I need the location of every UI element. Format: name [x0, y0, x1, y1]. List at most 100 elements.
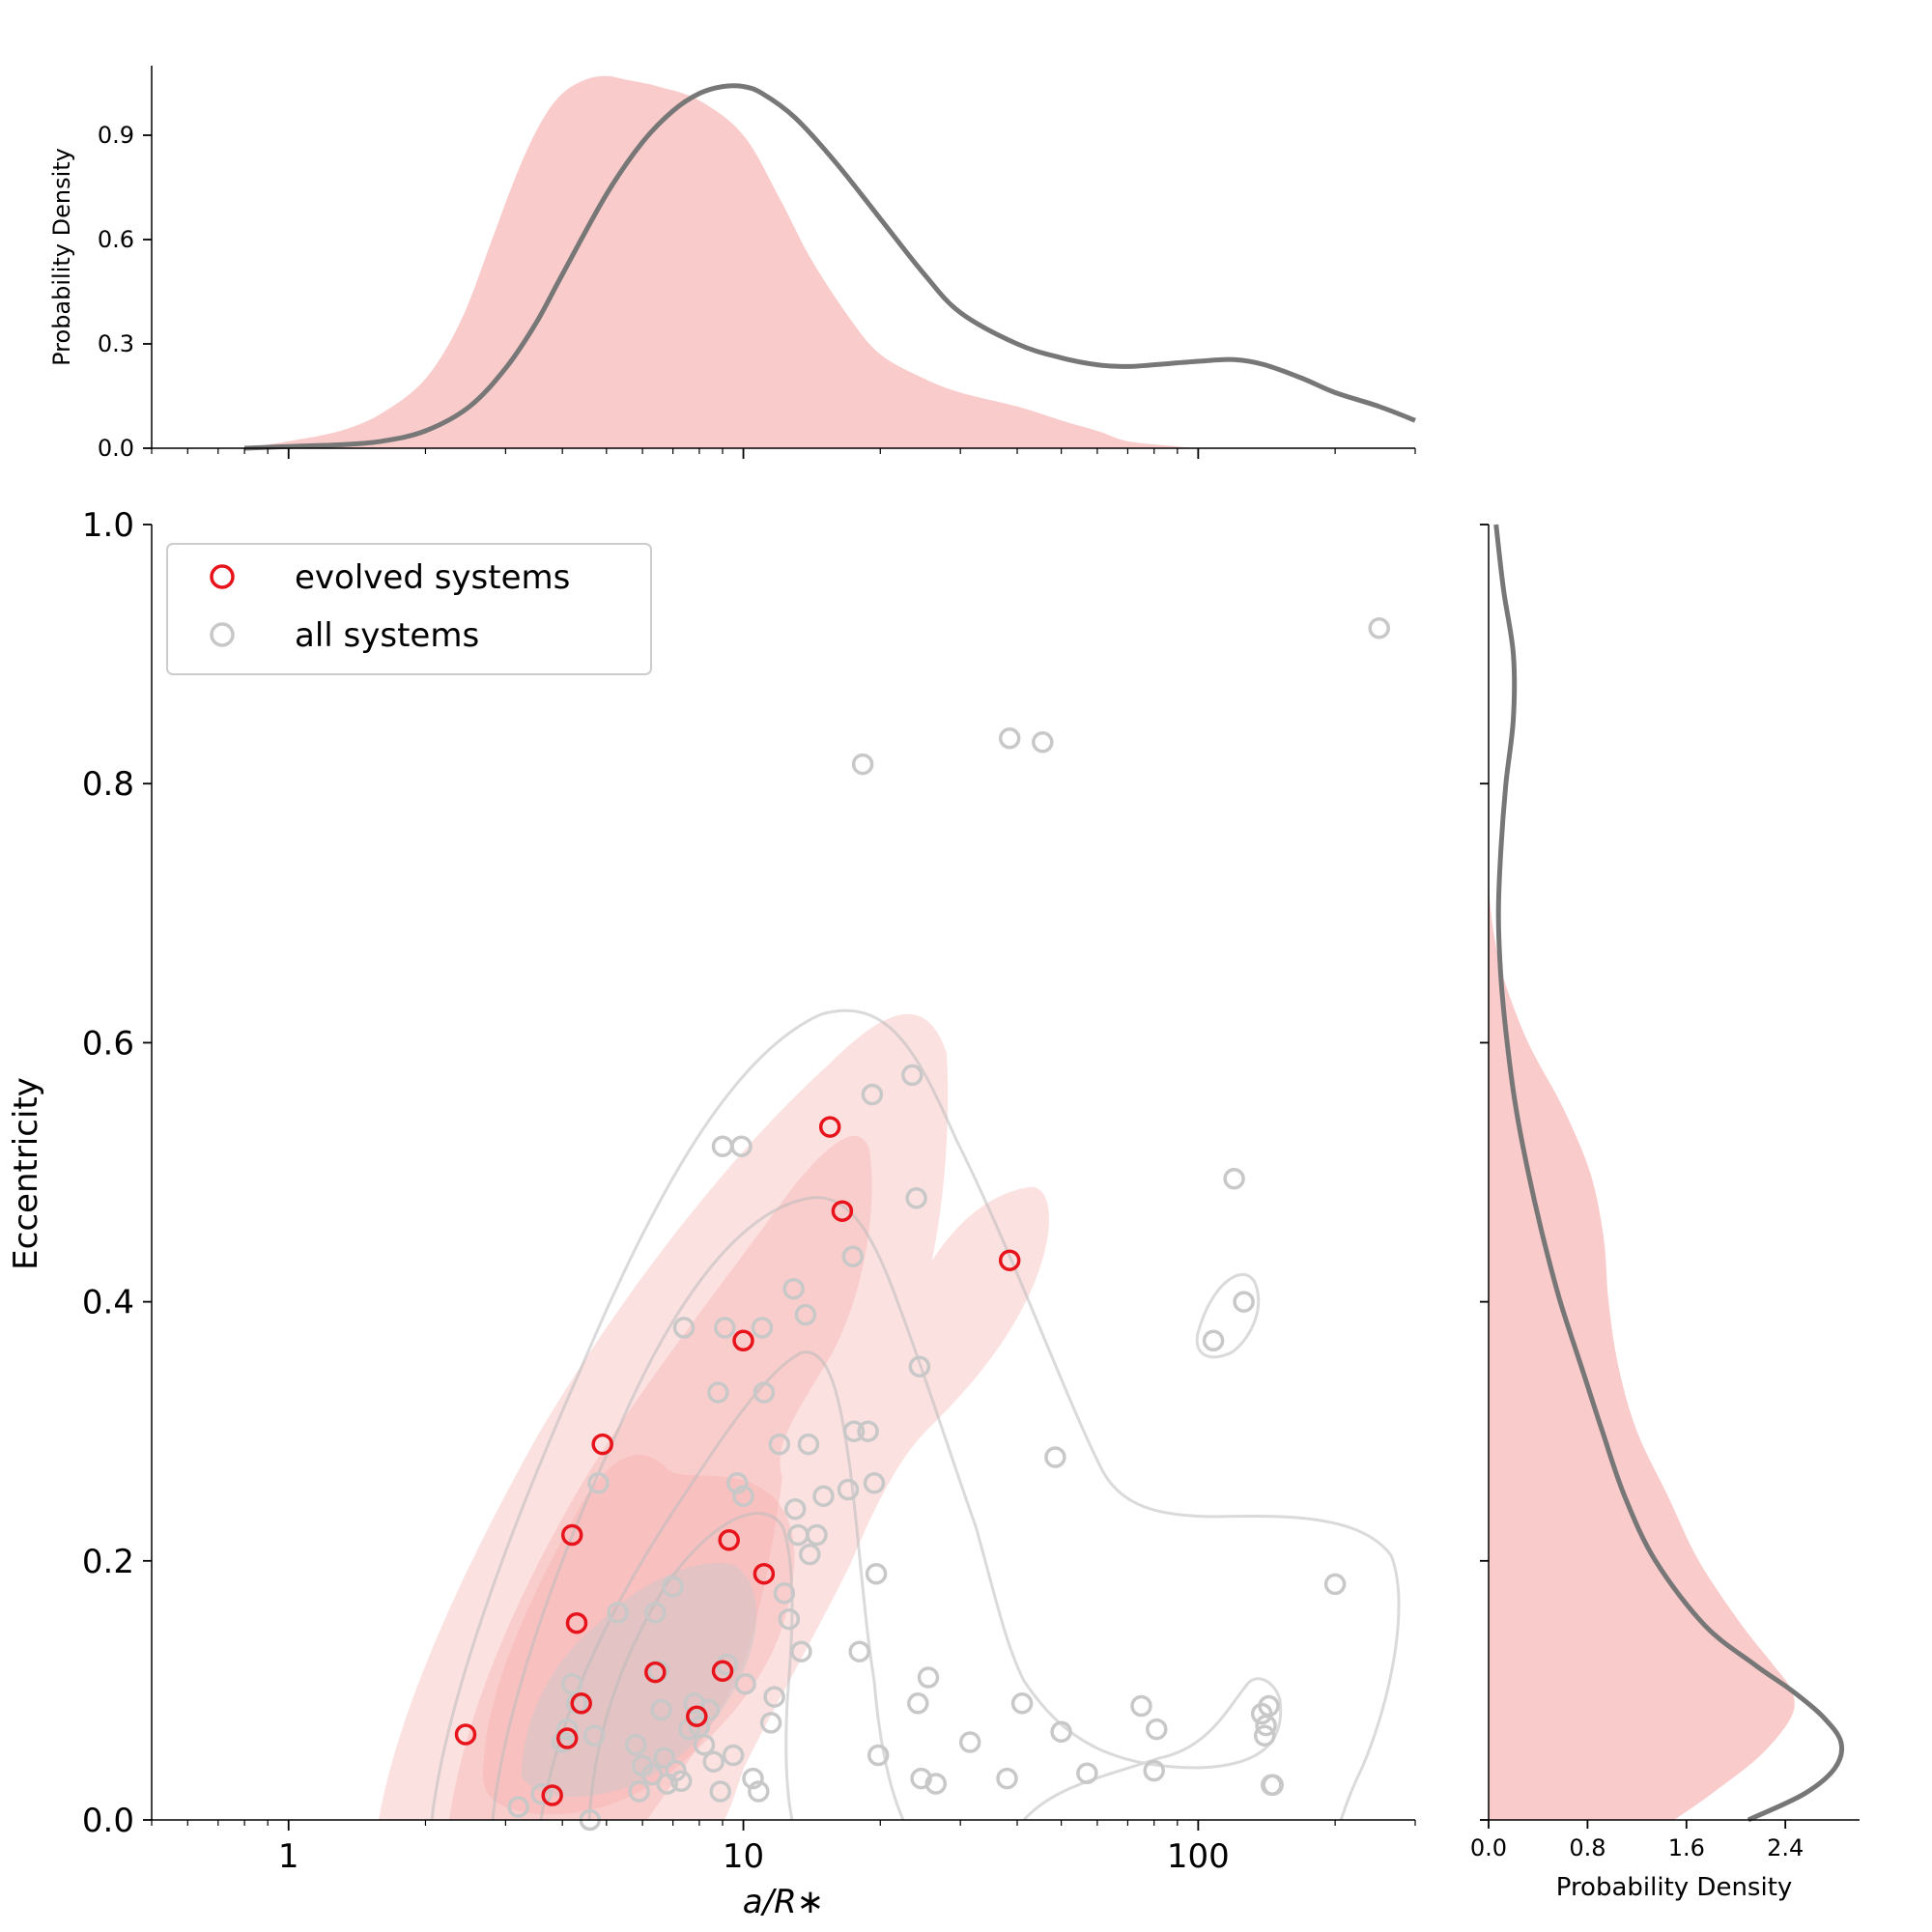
right-x-tick-label: 1.6 [1668, 1834, 1705, 1861]
all-system-point [865, 1562, 888, 1585]
all-system-point [996, 1767, 1018, 1790]
all-system-point [751, 1317, 774, 1339]
all-system-point [782, 1277, 805, 1300]
all-system-point [1146, 1718, 1168, 1741]
top-axes: 0.0 0.3 0.6 0.9 [98, 66, 1416, 462]
top-y-tick-label: 0.9 [98, 122, 134, 149]
evolved-system-point [644, 1661, 667, 1684]
all-system-point [799, 1543, 821, 1566]
all-system-point [697, 1698, 721, 1721]
top-all-density-line [244, 83, 1416, 451]
x-axis-label: a/R∗ [743, 1883, 824, 1921]
all-system-point [861, 1083, 884, 1106]
all-system-point [555, 1718, 579, 1741]
all-system-point [1076, 1762, 1098, 1784]
all-system-point [644, 1602, 667, 1624]
evolved-system-point [570, 1692, 592, 1715]
all-system-point [917, 1666, 940, 1689]
evolved-system-point [732, 1329, 754, 1352]
all-system-point [901, 1064, 923, 1087]
all-system-point [560, 1672, 583, 1695]
top-y-tick-label: 0.6 [98, 226, 134, 253]
right-all-density [1493, 524, 1845, 1823]
evolved-system-point [711, 1660, 734, 1683]
all-system-point [1223, 1167, 1245, 1190]
evolved-systems-points [454, 1116, 1021, 1806]
all-system-point [607, 1602, 629, 1624]
all-system-point [1262, 1774, 1284, 1797]
all-system-point [587, 1472, 610, 1494]
all-system-point [672, 1317, 696, 1339]
evolved-system-point [831, 1200, 854, 1222]
all-system-point [812, 1485, 835, 1508]
all-kde-contour-island [1195, 1273, 1261, 1359]
right-all-density-line [1493, 524, 1845, 1823]
all-system-point [650, 1698, 672, 1721]
all-system-point [857, 1420, 879, 1442]
all-system-point [1010, 1692, 1034, 1715]
y-tick-label: 0.4 [82, 1284, 134, 1322]
all-system-point [905, 1187, 927, 1209]
all-system-point [711, 1135, 734, 1157]
right-evolved-density-fill [1489, 887, 1795, 1820]
top-y-tick-label: 0.0 [98, 435, 134, 462]
evolved-system-point [541, 1784, 563, 1806]
y-tick-label: 0.0 [82, 1802, 134, 1840]
evolved-system-point [591, 1433, 613, 1456]
all-system-point [907, 1692, 929, 1715]
all-system-point [837, 1478, 860, 1501]
evolved-system-point [560, 1523, 583, 1547]
y-tick-label: 0.6 [82, 1024, 134, 1063]
all-systems-points [507, 617, 1390, 1832]
all-system-point [709, 1780, 731, 1803]
all-kde-contour-inner [539, 1350, 905, 1820]
x-tick-label: 10 [723, 1837, 764, 1876]
all-system-point [507, 1796, 529, 1818]
all-system-point [1050, 1720, 1072, 1744]
main-axes: 1 10 100 0.0 0.2 0.4 0.6 0.8 1.0 [82, 506, 1416, 1876]
all-system-point [1044, 1446, 1066, 1468]
evolved-system-point [454, 1723, 477, 1746]
legend-label-all: all systems [295, 616, 479, 655]
right-x-tick-label: 0.8 [1569, 1834, 1605, 1861]
top-y-axis-label: Probability Density [48, 148, 75, 366]
all-system-point [1253, 1724, 1276, 1747]
all-system-point [1032, 731, 1054, 753]
y-tick-label: 1.0 [82, 506, 134, 545]
x-tick-label: 100 [1167, 1837, 1230, 1876]
legend-marker-all [210, 622, 235, 647]
all-system-point [778, 1607, 801, 1631]
all-system-point [763, 1686, 785, 1708]
all-system-point [806, 1523, 828, 1547]
evolved-system-point [555, 1727, 579, 1749]
all-system-point [722, 1744, 745, 1767]
legend-box [166, 543, 652, 675]
evolved-kde-level-1 [379, 1013, 1050, 1820]
all-system-point [1130, 1694, 1152, 1718]
all-system-point [748, 1780, 770, 1803]
all-system-point [924, 1773, 948, 1795]
all-system-point [790, 1640, 812, 1662]
all-system-point [958, 1731, 981, 1753]
all-system-point [582, 1724, 606, 1747]
all-system-point [773, 1582, 796, 1605]
evolved-system-point [818, 1116, 841, 1138]
evolved-system-point [686, 1705, 708, 1727]
all-kde-contour-outer [430, 1009, 1401, 1820]
all-kde-contour-core [587, 1512, 794, 1820]
all-system-point [693, 1733, 716, 1756]
right-x-tick-label: 0.0 [1470, 1834, 1507, 1861]
all-system-point [726, 1472, 749, 1494]
y-tick-label: 0.2 [82, 1543, 134, 1581]
right-axes: 0.0 0.8 1.6 2.4 [1470, 524, 1860, 1861]
right-evolved-density [1489, 887, 1795, 1820]
all-system-point [669, 1770, 693, 1793]
top-all-density [244, 83, 1416, 451]
all-system-point [863, 1472, 886, 1494]
all-system-point [653, 1747, 675, 1769]
all-system-point [842, 1420, 866, 1442]
all-system-point [530, 1782, 553, 1805]
top-evolved-density [244, 75, 1199, 449]
legend-label-evolved: evolved systems [295, 558, 570, 597]
